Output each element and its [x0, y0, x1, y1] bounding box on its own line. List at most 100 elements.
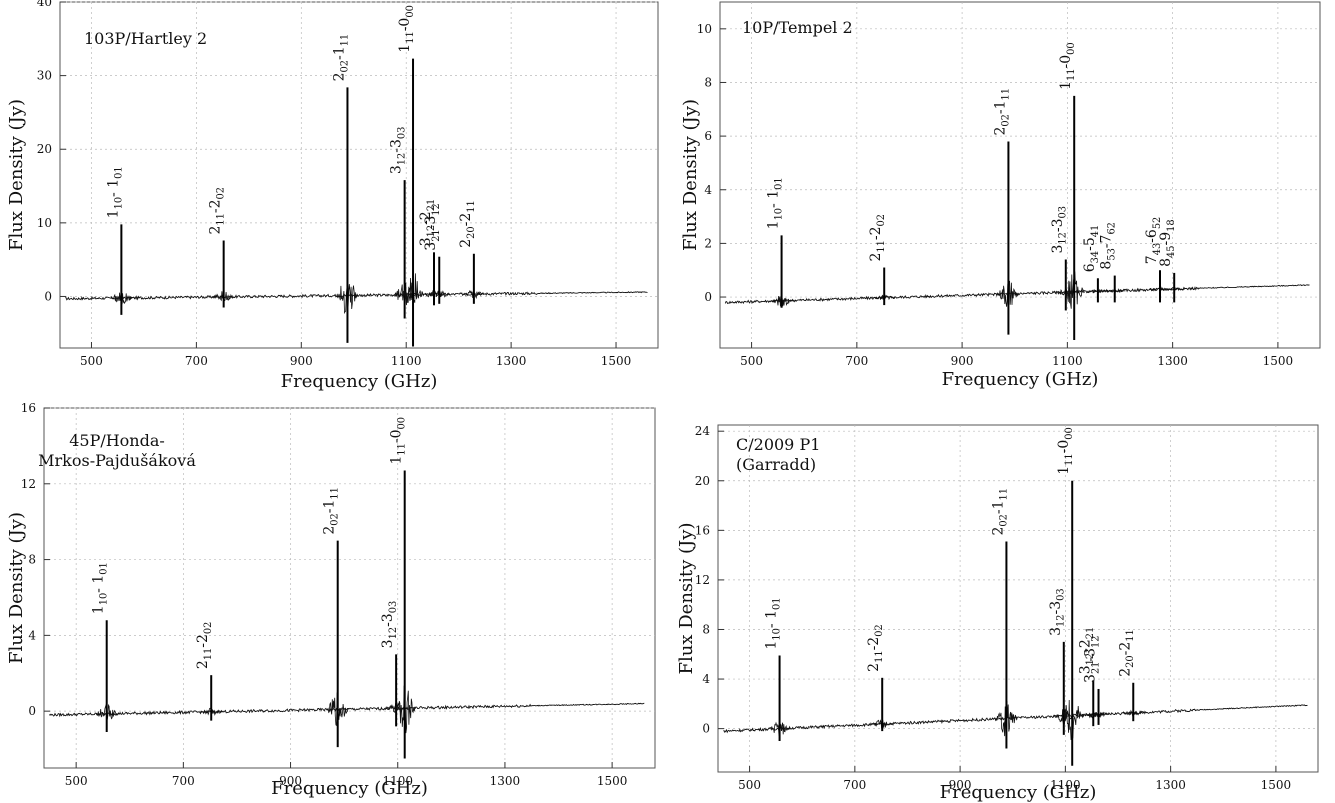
transition-label: 110- 101 — [91, 562, 110, 614]
transition-label: 202-111 — [331, 34, 350, 82]
label-subscript: 02 — [998, 514, 1009, 526]
plot-frame — [59, 1, 659, 349]
label-subscript: 21 — [431, 229, 442, 241]
transition-label: 202-111 — [990, 488, 1009, 536]
transition-label: 202-111 — [992, 88, 1011, 136]
transition-label: 312-303 — [1050, 206, 1069, 254]
transition-label: 312-221 — [1077, 627, 1096, 675]
label-part: - 1 — [766, 190, 782, 208]
x-tick-label: 1300 — [1155, 778, 1186, 792]
label-part: -1 — [322, 500, 338, 514]
label-part: 2 — [458, 239, 474, 248]
y-tick-label: 6 — [704, 129, 712, 143]
label-part: -3 — [423, 216, 439, 230]
label-subscript: 10 — [113, 197, 124, 209]
spectrum-trace — [49, 702, 645, 718]
x-tick-label: 500 — [80, 354, 103, 368]
label-part: -2 — [868, 227, 884, 241]
x-tick-label: 700 — [172, 774, 195, 788]
label-subscript: 03 — [1058, 206, 1069, 218]
transition-label: 321-312 — [423, 203, 442, 251]
x-tick-label: 500 — [740, 354, 763, 368]
label-subscript: 03 — [388, 601, 399, 613]
label-subscript: 11 — [1066, 68, 1077, 80]
label-subscript: 11 — [998, 488, 1009, 500]
transition-label: 110- 101 — [766, 177, 785, 229]
label-subscript: 53 — [1107, 248, 1118, 260]
label-subscript: 43 — [1152, 243, 1163, 255]
x-tick-label: 900 — [949, 778, 972, 792]
y-tick-label: 10 — [37, 216, 52, 230]
label-subscript: 11 — [339, 34, 350, 46]
x-tick-label: 900 — [279, 774, 302, 788]
label-subscript: 00 — [1066, 42, 1077, 54]
label-subscript: 02 — [216, 187, 227, 199]
label-subscript: 11 — [203, 648, 214, 660]
label-part: -2 — [1077, 639, 1093, 653]
x-tick-label: 700 — [845, 354, 868, 368]
label-part: - 1 — [91, 575, 107, 593]
x-axis-label: Frequency (GHz) — [281, 371, 438, 392]
spectrum-panel: 500 700 900 1100 1300 150004812162024Frequenc… — [676, 424, 1319, 803]
label-part: 2 — [868, 253, 884, 262]
comet-name: C/2009 P1 — [736, 435, 820, 454]
label-subscript: 11 — [1125, 629, 1136, 641]
comet-name: Mrkos-Pajdušáková — [38, 451, 196, 470]
transition-label: 845-918 — [1158, 219, 1177, 267]
label-subscript: 02 — [1000, 114, 1011, 126]
label-subscript: 12 — [1090, 635, 1101, 647]
label-part: -2 — [195, 634, 211, 648]
label-part: 3 — [418, 237, 434, 246]
transition-label: 634-541 — [1082, 225, 1101, 273]
label-part: 3 — [423, 242, 439, 251]
y-tick-label: 4 — [702, 672, 710, 686]
label-part: 2 — [331, 72, 347, 81]
y-tick-label: 8 — [704, 75, 712, 89]
label-part: 8 — [1158, 258, 1174, 267]
label-subscript: 20 — [466, 226, 477, 238]
x-tick-label: 1100 — [391, 354, 422, 368]
comet-name: (Garradd) — [736, 455, 816, 474]
y-tick-label: 20 — [695, 474, 710, 488]
y-tick-label: 0 — [44, 289, 52, 303]
label-subscript: 11 — [397, 443, 408, 455]
label-part: 3 — [1050, 245, 1066, 254]
label-part: 2 — [990, 527, 1006, 536]
label-subscript: 12 — [426, 225, 437, 237]
y-tick-label: 4 — [704, 183, 712, 197]
transition-label: 110- 101 — [764, 598, 783, 650]
y-tick-label: 16 — [21, 401, 36, 415]
transition-label: 312-303 — [1048, 588, 1067, 636]
label-subscript: 21 — [1085, 627, 1096, 639]
plot-frame — [719, 1, 1321, 349]
x-tick-label: 1300 — [496, 354, 527, 368]
transition-label: 743-652 — [1144, 217, 1163, 265]
y-tick-label: 24 — [695, 424, 711, 438]
label-part: -1 — [331, 46, 347, 60]
label-subscript: 02 — [876, 214, 887, 226]
label-subscript: 62 — [1107, 222, 1118, 234]
label-part: 7 — [1144, 255, 1160, 264]
x-tick-label: 1500 — [1261, 778, 1292, 792]
x-tick-label: 1100 — [1050, 778, 1081, 792]
label-subscript: 12 — [388, 627, 399, 639]
label-subscript: 11 — [874, 650, 885, 662]
label-subscript: 03 — [397, 127, 408, 139]
label-part: 2 — [322, 526, 338, 535]
label-part: 1 — [105, 209, 121, 218]
label-subscript: 11 — [405, 31, 416, 43]
transition-label: 211-202 — [868, 214, 887, 262]
x-tick-label: 1300 — [490, 774, 521, 788]
x-tick-label: 1100 — [1052, 354, 1083, 368]
label-part: 3 — [380, 639, 396, 648]
label-part: 2 — [208, 226, 224, 235]
label-part: - 1 — [105, 179, 121, 197]
label-part: -3 — [380, 613, 396, 627]
label-part: -3 — [1083, 648, 1099, 662]
x-tick-label: 1500 — [597, 774, 628, 788]
label-subscript: 20 — [1125, 655, 1136, 667]
label-subscript: 01 — [773, 177, 784, 189]
transition-label: 853-762 — [1099, 222, 1118, 270]
transition-label: 211-202 — [866, 624, 885, 672]
